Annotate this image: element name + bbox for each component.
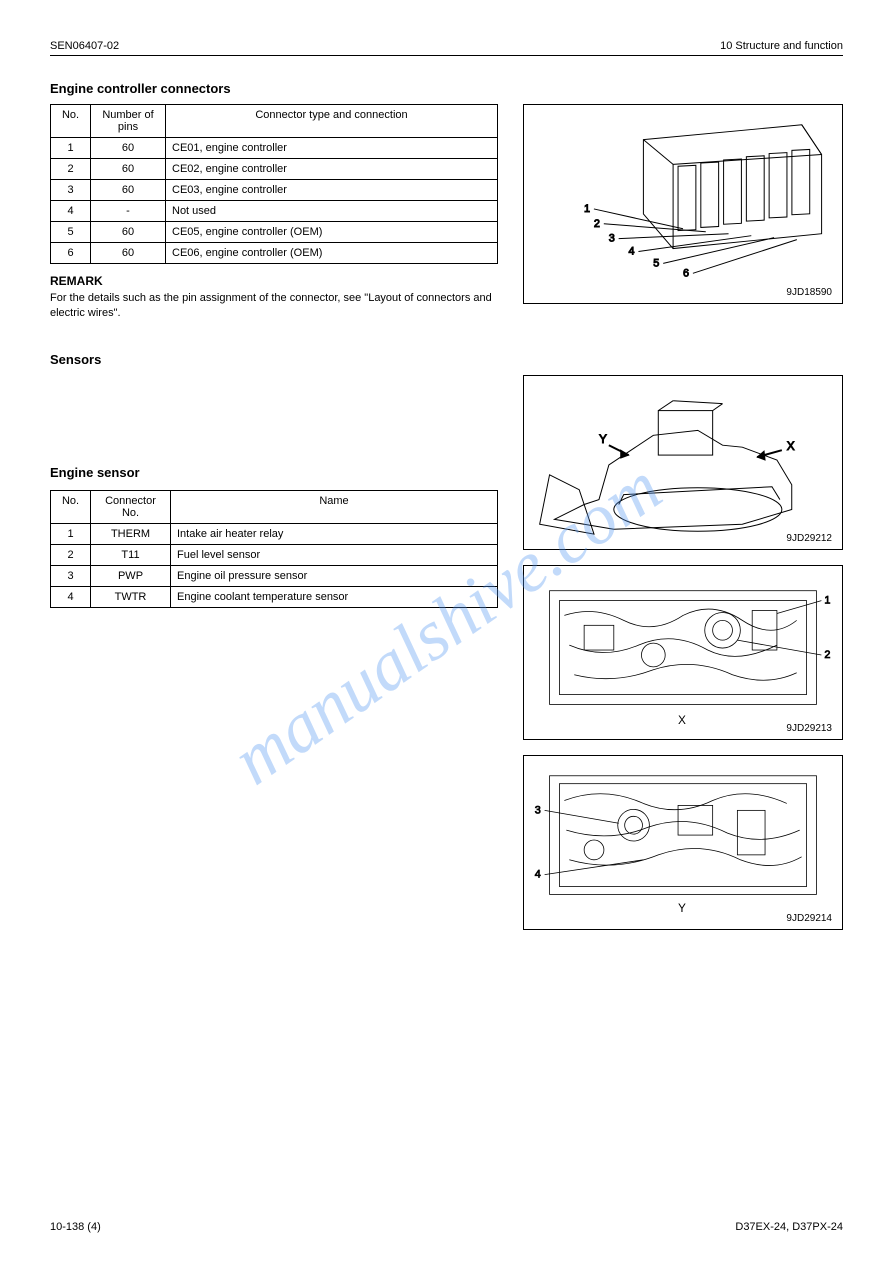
page-footer: 10-138 (4) D37EX-24, D37PX-24 — [50, 1221, 843, 1233]
cell-no: 1 — [51, 138, 91, 159]
cell-connector: PWP — [91, 565, 171, 586]
cell-type: Not used — [166, 201, 498, 222]
table-row: 1 THERM Intake air heater relay — [51, 523, 498, 544]
figure-engine-y: 3 4 Y 9JD29214 — [523, 755, 843, 930]
svg-text:Y: Y — [678, 901, 686, 915]
sensors-table: No. Connector No. Name 1 THERM Intake ai… — [50, 490, 498, 608]
th-no: No. — [51, 490, 91, 523]
svg-text:Y: Y — [599, 432, 607, 446]
figure-label: 9JD29212 — [786, 533, 832, 544]
header-divider — [50, 55, 843, 56]
figure-label: 9JD18590 — [786, 287, 832, 298]
figure-label: 9JD29214 — [786, 913, 832, 924]
section2-content: Engine sensor No. Connector No. Name 1 T… — [50, 375, 843, 945]
th-name: Name — [171, 490, 498, 523]
cell-connector: THERM — [91, 523, 171, 544]
table-header-row: No. Number of pins Connector type and co… — [51, 105, 498, 138]
cell-name: Intake air heater relay — [171, 523, 498, 544]
cell-type: CE03, engine controller — [166, 180, 498, 201]
figure-bulldozer: X Y 9JD29212 — [523, 375, 843, 550]
table-row: 3 PWP Engine oil pressure sensor — [51, 565, 498, 586]
section1-title: Engine controller connectors — [50, 81, 843, 96]
svg-text:4: 4 — [629, 245, 635, 257]
section1-content: No. Number of pins Connector type and co… — [50, 104, 843, 322]
section1-right: 1 2 3 4 5 6 9JD18590 — [523, 104, 843, 322]
table-row: 5 60 CE05, engine controller (OEM) — [51, 222, 498, 243]
cell-pins: 60 — [91, 180, 166, 201]
cell-no: 6 — [51, 243, 91, 264]
section2-left: Engine sensor No. Connector No. Name 1 T… — [50, 375, 498, 945]
engine-y-diagram: 3 4 Y — [524, 756, 842, 929]
section1-left: No. Number of pins Connector type and co… — [50, 104, 498, 322]
cell-no: 4 — [51, 586, 91, 607]
connector-diagram: 1 2 3 4 5 6 — [524, 105, 842, 303]
figure-engine-x: 1 2 X 9JD29213 — [523, 565, 843, 740]
th-pins: Number of pins — [91, 105, 166, 138]
cell-no: 5 — [51, 222, 91, 243]
cell-no: 4 — [51, 201, 91, 222]
section2-title: Sensors — [50, 352, 843, 367]
connectors-table: No. Number of pins Connector type and co… — [50, 104, 498, 264]
cell-no: 1 — [51, 523, 91, 544]
cell-pins: - — [91, 201, 166, 222]
engine-x-diagram: 1 2 X — [524, 566, 842, 739]
th-no: No. — [51, 105, 91, 138]
table-row: 1 60 CE01, engine controller — [51, 138, 498, 159]
svg-text:3: 3 — [535, 804, 541, 816]
cell-no: 2 — [51, 544, 91, 565]
table-row: 4 - Not used — [51, 201, 498, 222]
cell-connector: TWTR — [91, 586, 171, 607]
footer-right: D37EX-24, D37PX-24 — [735, 1221, 843, 1233]
remark-body: For the details such as the pin assignme… — [50, 291, 498, 322]
svg-text:X: X — [678, 713, 686, 727]
section2-right: X Y 9JD29212 — [523, 375, 843, 945]
cell-type: CE01, engine controller — [166, 138, 498, 159]
cell-pins: 60 — [91, 243, 166, 264]
cell-type: CE06, engine controller (OEM) — [166, 243, 498, 264]
header-right: 10 Structure and function — [720, 40, 843, 52]
svg-text:2: 2 — [824, 649, 830, 661]
table-header-row: No. Connector No. Name — [51, 490, 498, 523]
cell-type: CE02, engine controller — [166, 159, 498, 180]
footer-left: 10-138 (4) — [50, 1221, 101, 1233]
cell-no: 2 — [51, 159, 91, 180]
cell-no: 3 — [51, 180, 91, 201]
table-row: 2 60 CE02, engine controller — [51, 159, 498, 180]
svg-text:1: 1 — [824, 594, 830, 606]
page-header: SEN06407-02 10 Structure and function — [50, 40, 843, 52]
th-type: Connector type and connection — [166, 105, 498, 138]
cell-pins: 60 — [91, 138, 166, 159]
svg-text:4: 4 — [535, 868, 541, 880]
cell-name: Engine coolant temperature sensor — [171, 586, 498, 607]
table-row: 6 60 CE06, engine controller (OEM) — [51, 243, 498, 264]
figure-label: 9JD29213 — [786, 723, 832, 734]
remark-head: REMARK — [50, 274, 498, 288]
svg-text:2: 2 — [594, 218, 600, 230]
cell-name: Engine oil pressure sensor — [171, 565, 498, 586]
header-left: SEN06407-02 — [50, 40, 119, 52]
svg-text:1: 1 — [584, 203, 590, 215]
th-connector: Connector No. — [91, 490, 171, 523]
bulldozer-diagram: X Y — [524, 376, 842, 549]
cell-connector: T11 — [91, 544, 171, 565]
figure-connectors: 1 2 3 4 5 6 9JD18590 — [523, 104, 843, 304]
cell-pins: 60 — [91, 222, 166, 243]
svg-text:6: 6 — [683, 267, 689, 279]
cell-name: Fuel level sensor — [171, 544, 498, 565]
svg-text:5: 5 — [653, 257, 659, 269]
section2-subtitle: Engine sensor — [50, 465, 498, 480]
table-row: 4 TWTR Engine coolant temperature sensor — [51, 586, 498, 607]
cell-no: 3 — [51, 565, 91, 586]
table-row: 2 T11 Fuel level sensor — [51, 544, 498, 565]
svg-text:3: 3 — [609, 233, 615, 245]
table-row: 3 60 CE03, engine controller — [51, 180, 498, 201]
cell-pins: 60 — [91, 159, 166, 180]
svg-text:X: X — [787, 439, 795, 453]
cell-type: CE05, engine controller (OEM) — [166, 222, 498, 243]
